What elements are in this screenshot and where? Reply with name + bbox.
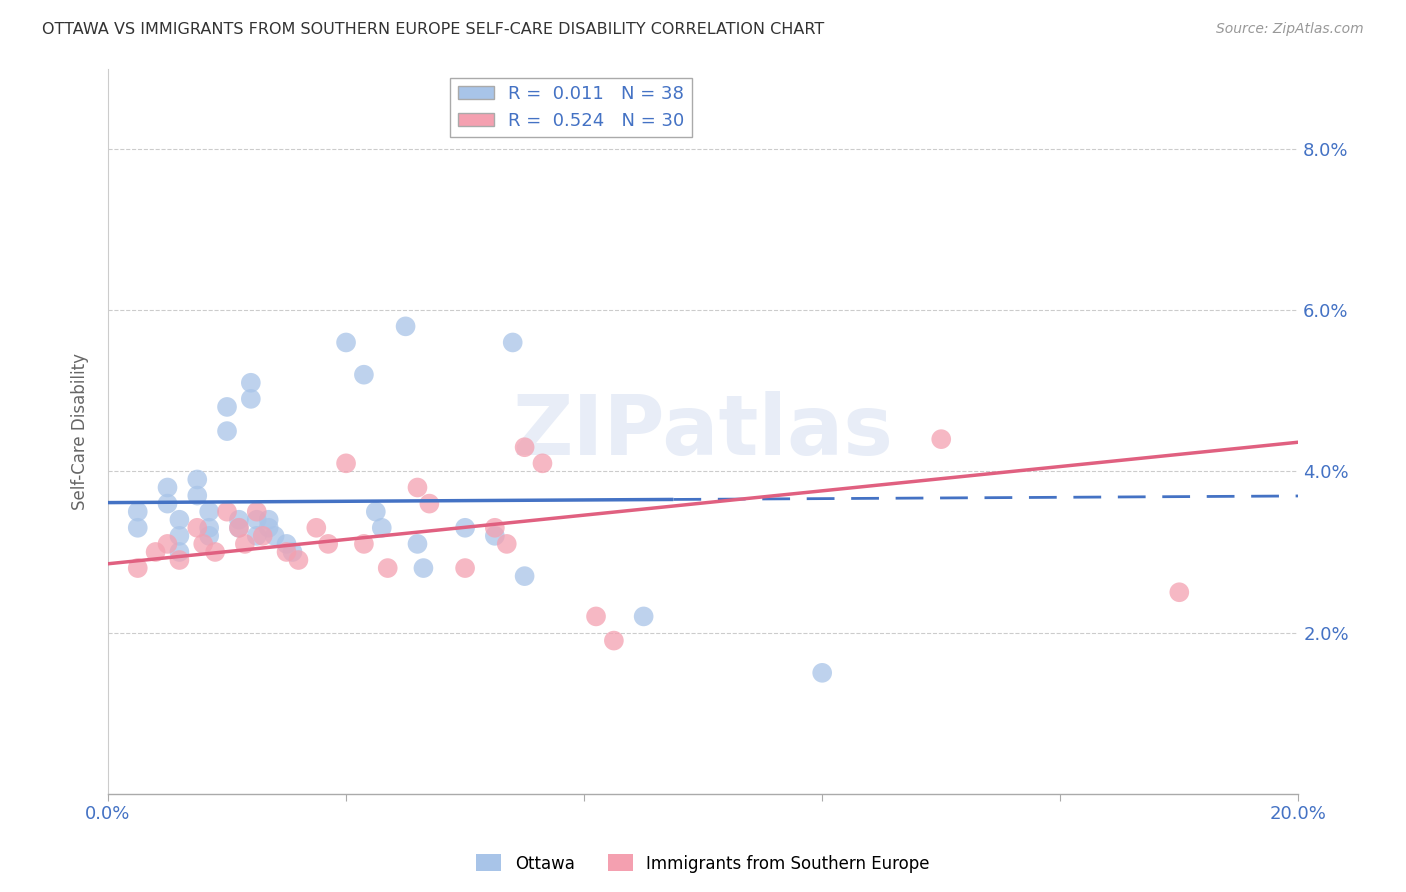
Point [412, 561, 434, 575]
Point [484, 529, 506, 543]
Point [603, 633, 626, 648]
Point [281, 545, 304, 559]
Point [156, 497, 179, 511]
Point [156, 481, 179, 495]
Point [127, 561, 149, 575]
Point [335, 335, 357, 350]
Point [484, 521, 506, 535]
Point [406, 537, 429, 551]
Point [316, 537, 339, 551]
Point [364, 505, 387, 519]
Point [246, 529, 269, 543]
Point [377, 561, 399, 575]
Point [233, 537, 256, 551]
Point [145, 545, 167, 559]
Point [418, 497, 440, 511]
Point [239, 392, 262, 406]
Legend: Ottawa, Immigrants from Southern Europe: Ottawa, Immigrants from Southern Europe [470, 847, 936, 880]
Point [305, 521, 328, 535]
Point [353, 368, 375, 382]
Point [406, 481, 429, 495]
Point [257, 513, 280, 527]
Point [1168, 585, 1191, 599]
Point [353, 537, 375, 551]
Point [228, 521, 250, 535]
Point [127, 505, 149, 519]
Text: OTTAWA VS IMMIGRANTS FROM SOUTHERN EUROPE SELF-CARE DISABILITY CORRELATION CHART: OTTAWA VS IMMIGRANTS FROM SOUTHERN EUROP… [42, 22, 824, 37]
Point [215, 424, 238, 438]
Y-axis label: Self-Care Disability: Self-Care Disability [72, 352, 89, 509]
Point [169, 553, 191, 567]
Point [246, 513, 269, 527]
Point [246, 505, 269, 519]
Point [495, 537, 517, 551]
Point [198, 521, 221, 535]
Point [228, 513, 250, 527]
Point [186, 472, 208, 486]
Legend: R =  0.011   N = 38, R =  0.524   N = 30: R = 0.011 N = 38, R = 0.524 N = 30 [450, 78, 692, 137]
Point [502, 335, 524, 350]
Point [263, 529, 285, 543]
Point [335, 456, 357, 470]
Point [287, 553, 309, 567]
Point [811, 665, 834, 680]
Point [169, 529, 191, 543]
Point [186, 521, 208, 535]
Point [394, 319, 416, 334]
Point [585, 609, 607, 624]
Point [276, 537, 298, 551]
Point [257, 521, 280, 535]
Point [239, 376, 262, 390]
Point [215, 505, 238, 519]
Point [454, 521, 477, 535]
Point [531, 456, 554, 470]
Point [127, 521, 149, 535]
Point [215, 400, 238, 414]
Point [186, 489, 208, 503]
Point [633, 609, 655, 624]
Point [204, 545, 226, 559]
Point [193, 537, 215, 551]
Point [276, 545, 298, 559]
Point [228, 521, 250, 535]
Point [169, 513, 191, 527]
Point [252, 529, 274, 543]
Point [169, 545, 191, 559]
Point [156, 537, 179, 551]
Point [513, 569, 536, 583]
Point [198, 529, 221, 543]
Point [929, 432, 952, 446]
Point [513, 440, 536, 454]
Text: ZIPatlas: ZIPatlas [513, 391, 894, 472]
Point [371, 521, 394, 535]
Text: Source: ZipAtlas.com: Source: ZipAtlas.com [1216, 22, 1364, 37]
Point [198, 505, 221, 519]
Point [454, 561, 477, 575]
